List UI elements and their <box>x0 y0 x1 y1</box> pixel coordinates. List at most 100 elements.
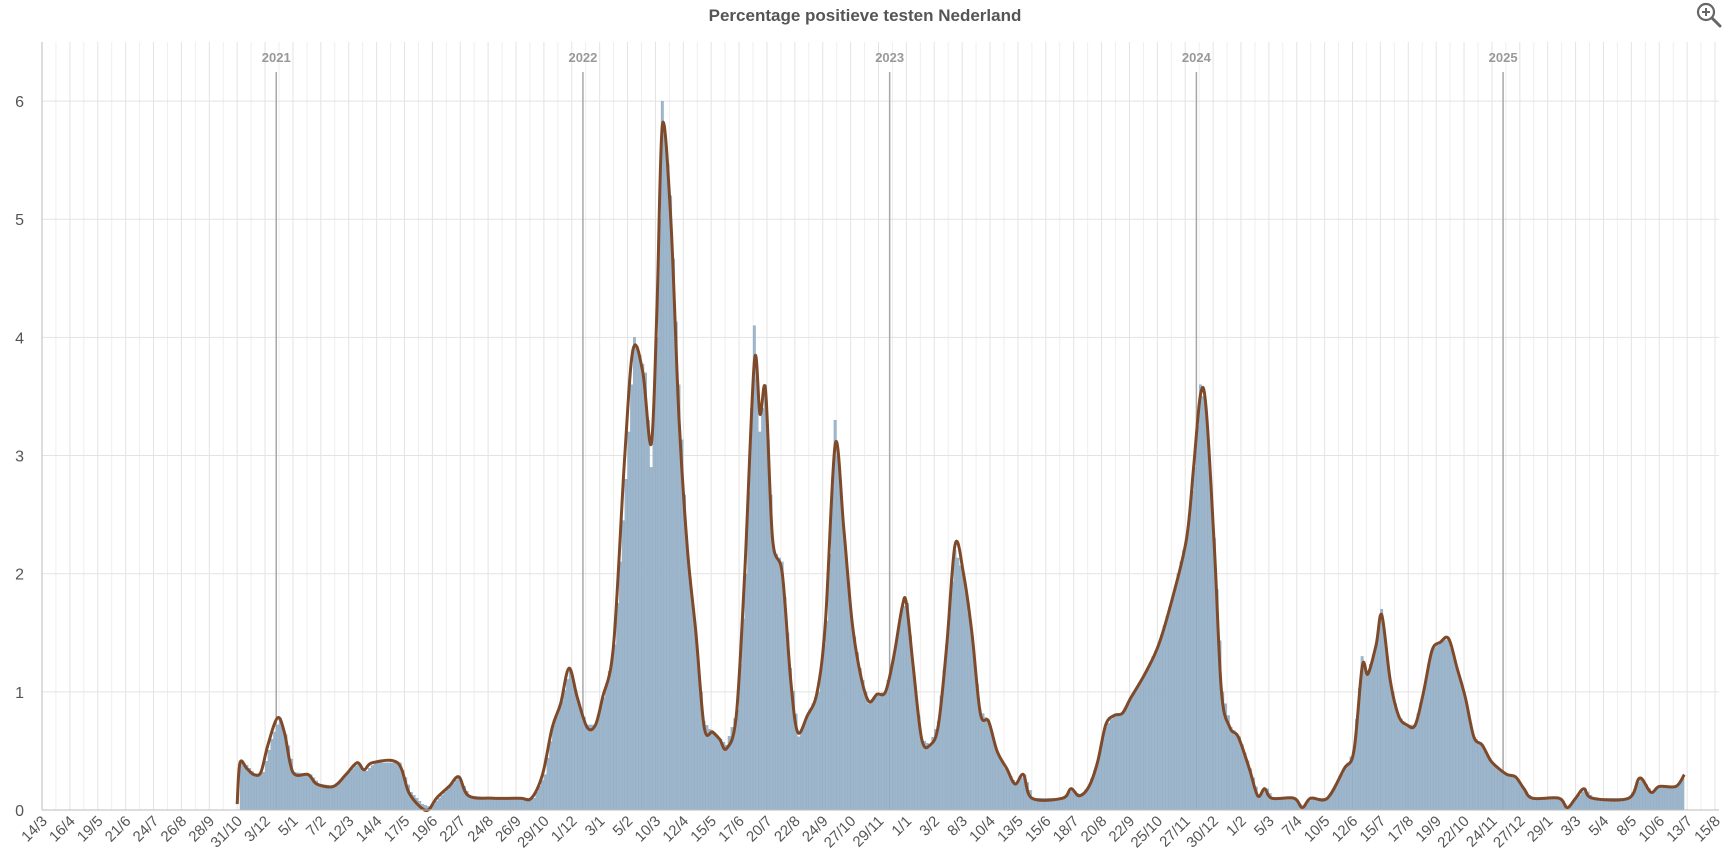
bar <box>856 652 859 811</box>
x-tick-label: 20/8 <box>1078 813 1111 846</box>
bar <box>585 724 589 811</box>
bar <box>1449 648 1453 811</box>
bar <box>889 668 893 811</box>
bar <box>273 731 277 811</box>
bar <box>1104 727 1108 811</box>
bar <box>1650 792 1654 811</box>
bar <box>1020 777 1024 811</box>
x-tick-label: 12/3 <box>325 813 358 846</box>
bar <box>872 697 876 811</box>
bar <box>1667 786 1671 811</box>
bar <box>560 701 564 811</box>
bar <box>1578 794 1582 811</box>
bar <box>1374 644 1378 811</box>
bar <box>1422 691 1425 811</box>
bar <box>1447 638 1451 811</box>
bar <box>390 762 394 811</box>
bar <box>922 740 926 811</box>
bar <box>1391 691 1395 811</box>
bar <box>499 798 502 811</box>
bar <box>1001 762 1004 811</box>
bar <box>1441 640 1445 811</box>
bar <box>808 709 812 811</box>
bar <box>744 573 748 811</box>
bar <box>764 384 767 811</box>
bar <box>685 549 689 811</box>
bar <box>1385 656 1389 811</box>
x-tick-label: 25/10 <box>1128 813 1167 852</box>
bar <box>1196 425 1200 811</box>
bar <box>1664 786 1668 811</box>
bar <box>1452 658 1456 811</box>
bar <box>970 632 974 811</box>
bar <box>1112 715 1116 811</box>
bar <box>253 774 257 811</box>
bar <box>1187 514 1191 811</box>
bar <box>1193 467 1197 811</box>
bar <box>998 756 1002 811</box>
bar <box>691 605 695 811</box>
bar <box>1341 773 1345 811</box>
x-tick-label: 3/2 <box>916 813 943 840</box>
bar <box>1461 687 1464 811</box>
bar <box>1405 724 1409 811</box>
bar <box>329 785 332 811</box>
bar <box>337 783 341 811</box>
bar <box>437 798 441 811</box>
bar <box>864 691 868 811</box>
bar <box>775 553 779 811</box>
bar <box>448 786 452 811</box>
bar <box>1129 697 1133 811</box>
bar <box>393 762 397 811</box>
bar <box>1134 688 1138 811</box>
grid <box>41 42 1719 811</box>
bar <box>552 724 555 811</box>
x-tick-label: 5/3 <box>1251 813 1278 840</box>
bar <box>822 644 826 811</box>
bar <box>1500 770 1503 811</box>
bar <box>803 722 806 811</box>
bar <box>761 408 765 811</box>
x-tick-label: 27/12 <box>1490 813 1529 852</box>
bar <box>596 715 600 811</box>
bar <box>1639 776 1643 811</box>
x-tick-label: 10/6 <box>1635 813 1668 846</box>
bar <box>1238 736 1241 811</box>
bar <box>1466 710 1470 811</box>
bar <box>1380 609 1384 811</box>
bar <box>719 738 723 811</box>
x-tick-label: 27/10 <box>821 813 860 852</box>
y-tick-label: 5 <box>15 212 24 229</box>
x-tick-label: 30/12 <box>1183 813 1222 852</box>
bar <box>264 761 268 811</box>
bar <box>306 774 310 811</box>
year-marker-label: 2025 <box>1489 50 1518 65</box>
bar <box>1307 801 1311 811</box>
x-tick-label: 18/7 <box>1050 813 1083 846</box>
bar <box>867 703 871 811</box>
bar <box>331 785 335 811</box>
bar <box>510 798 514 811</box>
bar <box>1363 665 1367 811</box>
bar <box>688 577 692 811</box>
x-tick-label: 12/6 <box>1329 813 1362 846</box>
year-marker-label: 2023 <box>875 50 904 65</box>
bar <box>351 768 355 811</box>
bar <box>602 697 606 811</box>
bar <box>1416 713 1420 811</box>
bar <box>362 768 366 811</box>
zoom-in-icon[interactable] <box>1694 0 1724 30</box>
bar <box>1433 647 1437 811</box>
bar <box>1480 744 1484 811</box>
bar <box>1472 736 1476 811</box>
bar <box>920 738 924 811</box>
x-tick-label: 26/8 <box>158 813 191 846</box>
bar <box>262 772 265 811</box>
bar <box>666 163 670 811</box>
bar <box>513 798 516 811</box>
bar <box>382 762 385 811</box>
bar <box>1455 668 1459 811</box>
bar <box>875 694 879 811</box>
y-tick-label: 6 <box>15 94 24 111</box>
bar <box>1148 662 1152 811</box>
